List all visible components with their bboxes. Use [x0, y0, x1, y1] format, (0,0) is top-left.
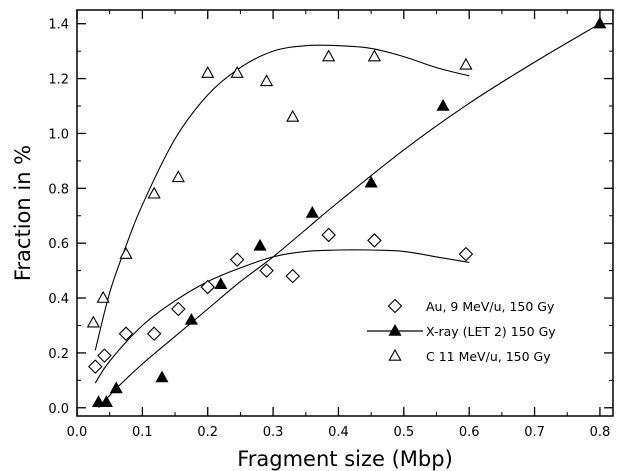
- xray-point: [253, 238, 267, 251]
- au-point: [285, 268, 300, 284]
- legend-symbol: [387, 298, 403, 314]
- y-tick-label: 0.6: [48, 237, 69, 252]
- xray-point: [155, 370, 169, 383]
- legend-entry-carbon: C 11 MeV/u, 150 Gy: [388, 348, 551, 364]
- y-tick-label: 0.4: [48, 292, 69, 307]
- xray-point: [214, 277, 228, 290]
- carbon-point: [201, 65, 215, 78]
- xray-point: [305, 205, 319, 218]
- legend-marker-filled-triangle-icon: [367, 323, 423, 336]
- au-point: [367, 233, 382, 248]
- carbon-point: [96, 290, 110, 303]
- legend-marker-diamond-icon: [387, 298, 403, 314]
- xray-point: [99, 395, 113, 407]
- x-tick-label: 0.5: [393, 425, 414, 440]
- x-tick-label: 0.7: [524, 425, 545, 440]
- au-point: [171, 301, 186, 317]
- au-point: [146, 326, 162, 341]
- y-tick-label: 0.2: [48, 347, 69, 362]
- y-tick-label: 0.0: [48, 402, 69, 417]
- au-point: [118, 326, 134, 341]
- carbon-point: [322, 49, 336, 62]
- xray-point: [184, 312, 198, 325]
- carbon-point: [119, 247, 133, 259]
- legend-marker-open-triangle-icon: [388, 348, 402, 361]
- legend-label-au: Au, 9 MeV/u, 150 Gy: [426, 299, 555, 314]
- xray-point: [593, 16, 607, 29]
- au-point: [259, 263, 274, 278]
- legend-label-xray: X-ray (LET 2) 150 Gy: [426, 324, 556, 339]
- x-tick-label: 0.1: [132, 425, 153, 440]
- fit-curve-xray: [98, 23, 601, 409]
- y-axis-title: Fraction in %: [11, 145, 35, 281]
- y-tick-label: 0.8: [48, 182, 69, 197]
- x-tick-label: 0.3: [263, 425, 284, 440]
- x-tick-label: 0.2: [197, 425, 218, 440]
- legend-entry-au: Au, 9 MeV/u, 150 Gy: [387, 298, 555, 314]
- x-axis-title: Fragment size (Mbp): [237, 447, 453, 471]
- carbon-point: [459, 57, 473, 70]
- xray-point: [109, 381, 123, 394]
- legend-entry-xray: X-ray (LET 2) 150 Gy: [367, 323, 556, 339]
- au-point: [88, 359, 103, 374]
- carbon-point: [171, 170, 185, 183]
- au-point: [458, 246, 474, 262]
- au-point: [321, 227, 336, 243]
- legend-symbol: [388, 323, 402, 336]
- x-tick-label: 0.6: [459, 425, 480, 440]
- axes: [76, 9, 614, 417]
- carbon-point: [286, 109, 300, 122]
- y-tick-label: 1.2: [48, 73, 69, 88]
- legend-label-carbon: C 11 MeV/u, 150 Gy: [426, 349, 551, 364]
- fit-curve-au: [94, 249, 470, 384]
- carbon-point: [147, 186, 161, 199]
- carbon-point: [259, 74, 274, 87]
- xray-point: [436, 98, 450, 111]
- y-tick-label: 1.0: [48, 127, 69, 142]
- tick-labels: 0.0 0.1 0.2 0.3 0.4 0.5 0.6 0.7 0.8 0.0 0.2 0.4 0.6 0…: [48, 18, 610, 440]
- x-tick-label: 0.8: [590, 425, 611, 440]
- au-point: [97, 348, 112, 363]
- carbon-point: [367, 49, 382, 62]
- au-point: [200, 279, 216, 295]
- xray-point: [364, 175, 378, 188]
- legend: Au, 9 MeV/u, 150 Gy X-ray (LET 2) 150 Gy…: [367, 298, 556, 364]
- plot-frame: [76, 9, 614, 417]
- fit-curves: [94, 23, 601, 409]
- legend-symbol: [388, 348, 402, 361]
- carbon-point: [86, 315, 100, 328]
- fit-curve-carbon: [94, 44, 470, 351]
- carbon-point: [230, 65, 244, 78]
- y-tick-label: 1.4: [48, 18, 69, 33]
- axis-ticks: [76, 10, 613, 416]
- au-point: [229, 252, 245, 267]
- x-tick-label: 0.0: [67, 425, 88, 440]
- x-tick-label: 0.4: [328, 425, 349, 440]
- xray-point: [92, 395, 106, 407]
- data-markers: [86, 16, 607, 407]
